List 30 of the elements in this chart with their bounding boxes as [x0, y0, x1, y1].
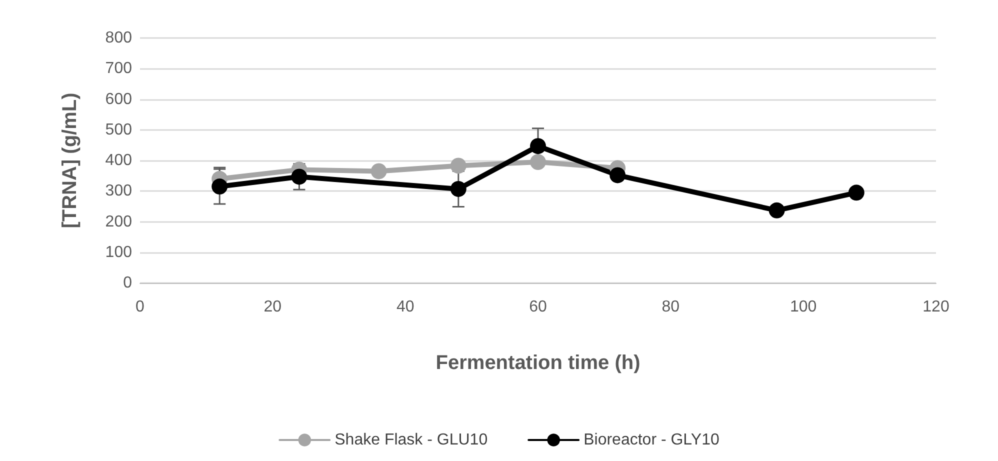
y-tick-label: 800 — [105, 30, 132, 46]
point — [291, 168, 308, 185]
x-tick-label: 40 — [396, 298, 414, 316]
legend-label: Bioreactor - GLY10 — [584, 432, 720, 448]
y-tick-label: 0 — [123, 274, 132, 292]
point — [848, 184, 864, 201]
y-tick-label: 600 — [105, 90, 132, 108]
y-tick-label: 400 — [105, 152, 132, 169]
point — [768, 202, 785, 218]
point — [530, 138, 546, 154]
point — [450, 180, 466, 197]
y-axis-title: [TRNA] (g/mL) — [59, 92, 81, 228]
point — [370, 163, 387, 180]
y-tick-label: 700 — [105, 60, 132, 78]
y-tick-label: 300 — [105, 182, 132, 200]
x-tick-label: 80 — [662, 298, 680, 316]
y-tick-label: 200 — [105, 213, 132, 230]
x-axis-title: Fermentation time (h) — [436, 352, 640, 374]
y-tick-label: 100 — [105, 244, 132, 261]
legend-label: Shake Flask - GLU10 — [334, 432, 488, 448]
x-tick-label: 60 — [529, 298, 547, 316]
x-tick-label: 20 — [264, 298, 282, 316]
x-tick-label: 0 — [136, 298, 145, 316]
x-tick-label: 100 — [790, 298, 817, 316]
point — [530, 154, 546, 170]
x-tick-label: 120 — [922, 298, 950, 316]
point — [212, 178, 228, 195]
y-tick-label: 500 — [105, 121, 132, 138]
point — [610, 167, 626, 184]
point — [450, 158, 466, 174]
